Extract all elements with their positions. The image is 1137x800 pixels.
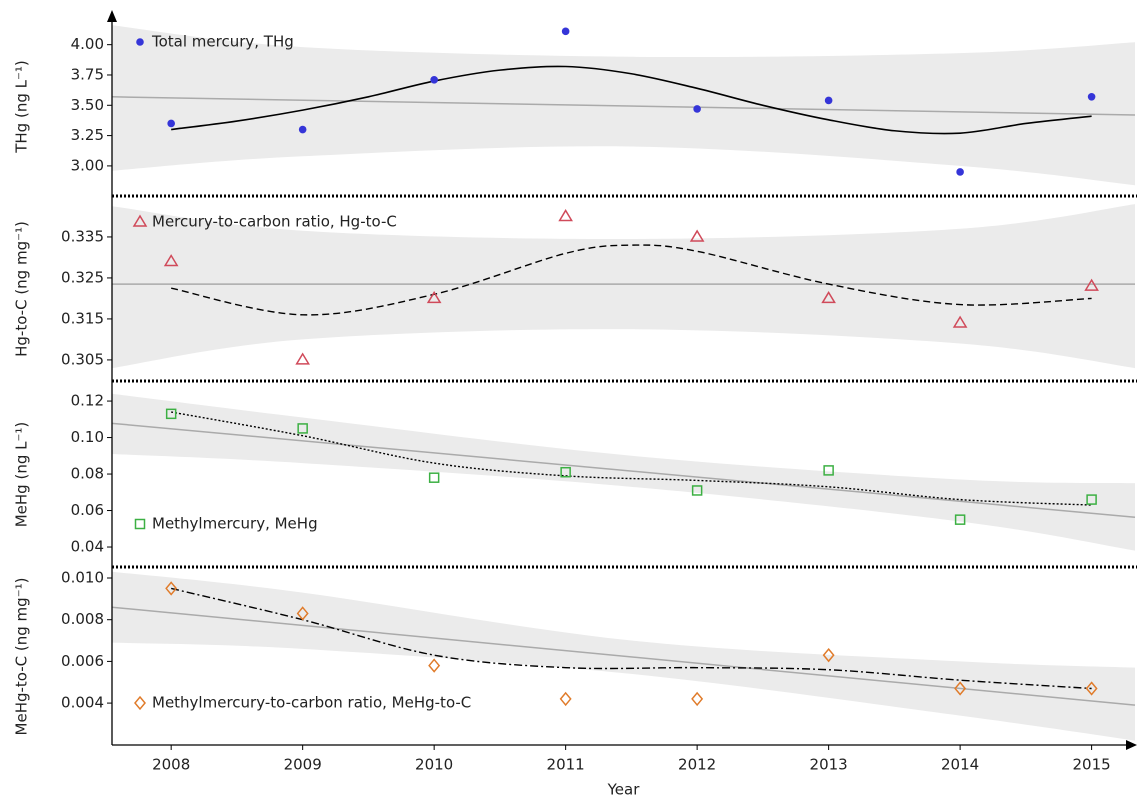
y-axis-label: MeHg-to-C (ng mg⁻¹) [13,578,31,736]
y-tick-label: 0.10 [71,428,104,446]
y-axis-label: MeHg (ng L⁻¹) [13,422,31,528]
data-point [167,119,175,128]
data-point [954,514,966,525]
data-point [956,168,964,176]
data-point [693,105,701,113]
legend-marker [134,695,146,711]
y-tick-label: 0.12 [71,392,104,410]
y-tick-label: 3.75 [71,65,104,83]
data-point [163,254,179,267]
y-tick-label: 0.04 [71,538,104,556]
data-point [558,208,573,222]
fit-curve [171,587,1092,690]
data-point [822,647,835,663]
y-axis-arrow [107,10,117,22]
y-tick-label: 0.08 [71,465,104,483]
data-point [165,408,177,420]
y-tick-label: 0.305 [61,350,104,368]
data-point [823,465,834,476]
data-point [297,423,308,434]
legend-marker [132,214,148,227]
data-point [821,290,836,304]
x-tick-label: 2012 [678,756,716,774]
data-point [1084,278,1099,291]
y-tick-label: 3.25 [71,126,104,144]
data-point [1085,681,1098,696]
fit-curve [171,65,1092,135]
data-point [296,606,309,621]
x-axis-label: Year [607,781,641,799]
data-point [560,466,571,478]
data-point [824,96,833,105]
confidence-band [112,204,1135,369]
x-tick-label: 2008 [152,756,190,774]
y-tick-label: 0.010 [61,569,104,587]
y-tick-label: 0.335 [61,227,104,245]
data-point [428,472,440,483]
data-point [561,27,570,36]
fit-curve [171,411,1092,506]
confidence-band [112,393,1135,551]
y-tick-label: 0.006 [61,652,104,670]
data-point [689,229,705,242]
y-tick-label: 3.00 [71,156,104,174]
x-tick-label: 2014 [941,756,979,774]
legend-label: Methylmercury, MeHg [152,515,318,533]
data-point [954,681,967,696]
x-tick-label: 2009 [284,756,322,774]
y-tick-label: 0.325 [61,268,104,286]
legend-marker [136,38,144,46]
y-tick-label: 0.008 [61,610,104,628]
data-point [428,658,441,673]
legend-marker [134,518,146,530]
data-point [1086,494,1097,505]
trend-line [111,96,1136,116]
data-point [691,485,703,496]
y-axis-label: Hg-to-C (ng mg⁻¹) [13,221,31,357]
legend-label: Total mercury, THg [151,33,294,51]
data-point [426,290,442,304]
y-tick-label: 0.06 [71,501,104,519]
y-axis-label: THg (ng L⁻¹) [13,60,31,154]
x-tick-label: 2010 [415,756,453,774]
data-point [559,691,572,707]
y-tick-label: 0.004 [61,694,104,712]
x-axis-arrow [1126,740,1137,750]
data-point [952,315,968,328]
x-tick-label: 2015 [1073,756,1111,774]
data-point [430,76,438,84]
data-point [298,125,307,134]
plot-layer: 3.00 3.25 3.50 3.75 4.00 Total mercury, THg TH… [13,25,1136,799]
data-point [295,352,310,365]
x-tick-label: 2013 [810,756,848,774]
trend-line [111,606,1136,706]
data-point [1087,93,1096,101]
legend-label: Methylmercury-to-carbon ratio, MeHg-to-C [152,694,471,712]
x-tick-label: 2011 [547,756,585,774]
y-tick-label: 3.50 [71,96,104,114]
y-tick-label: 4.00 [71,35,104,53]
data-point [691,691,704,707]
y-tick-label: 0.315 [61,309,104,327]
data-point [165,581,178,596]
legend-label: Mercury-to-carbon ratio, Hg-to-C [152,213,397,231]
trend-line [111,422,1136,519]
